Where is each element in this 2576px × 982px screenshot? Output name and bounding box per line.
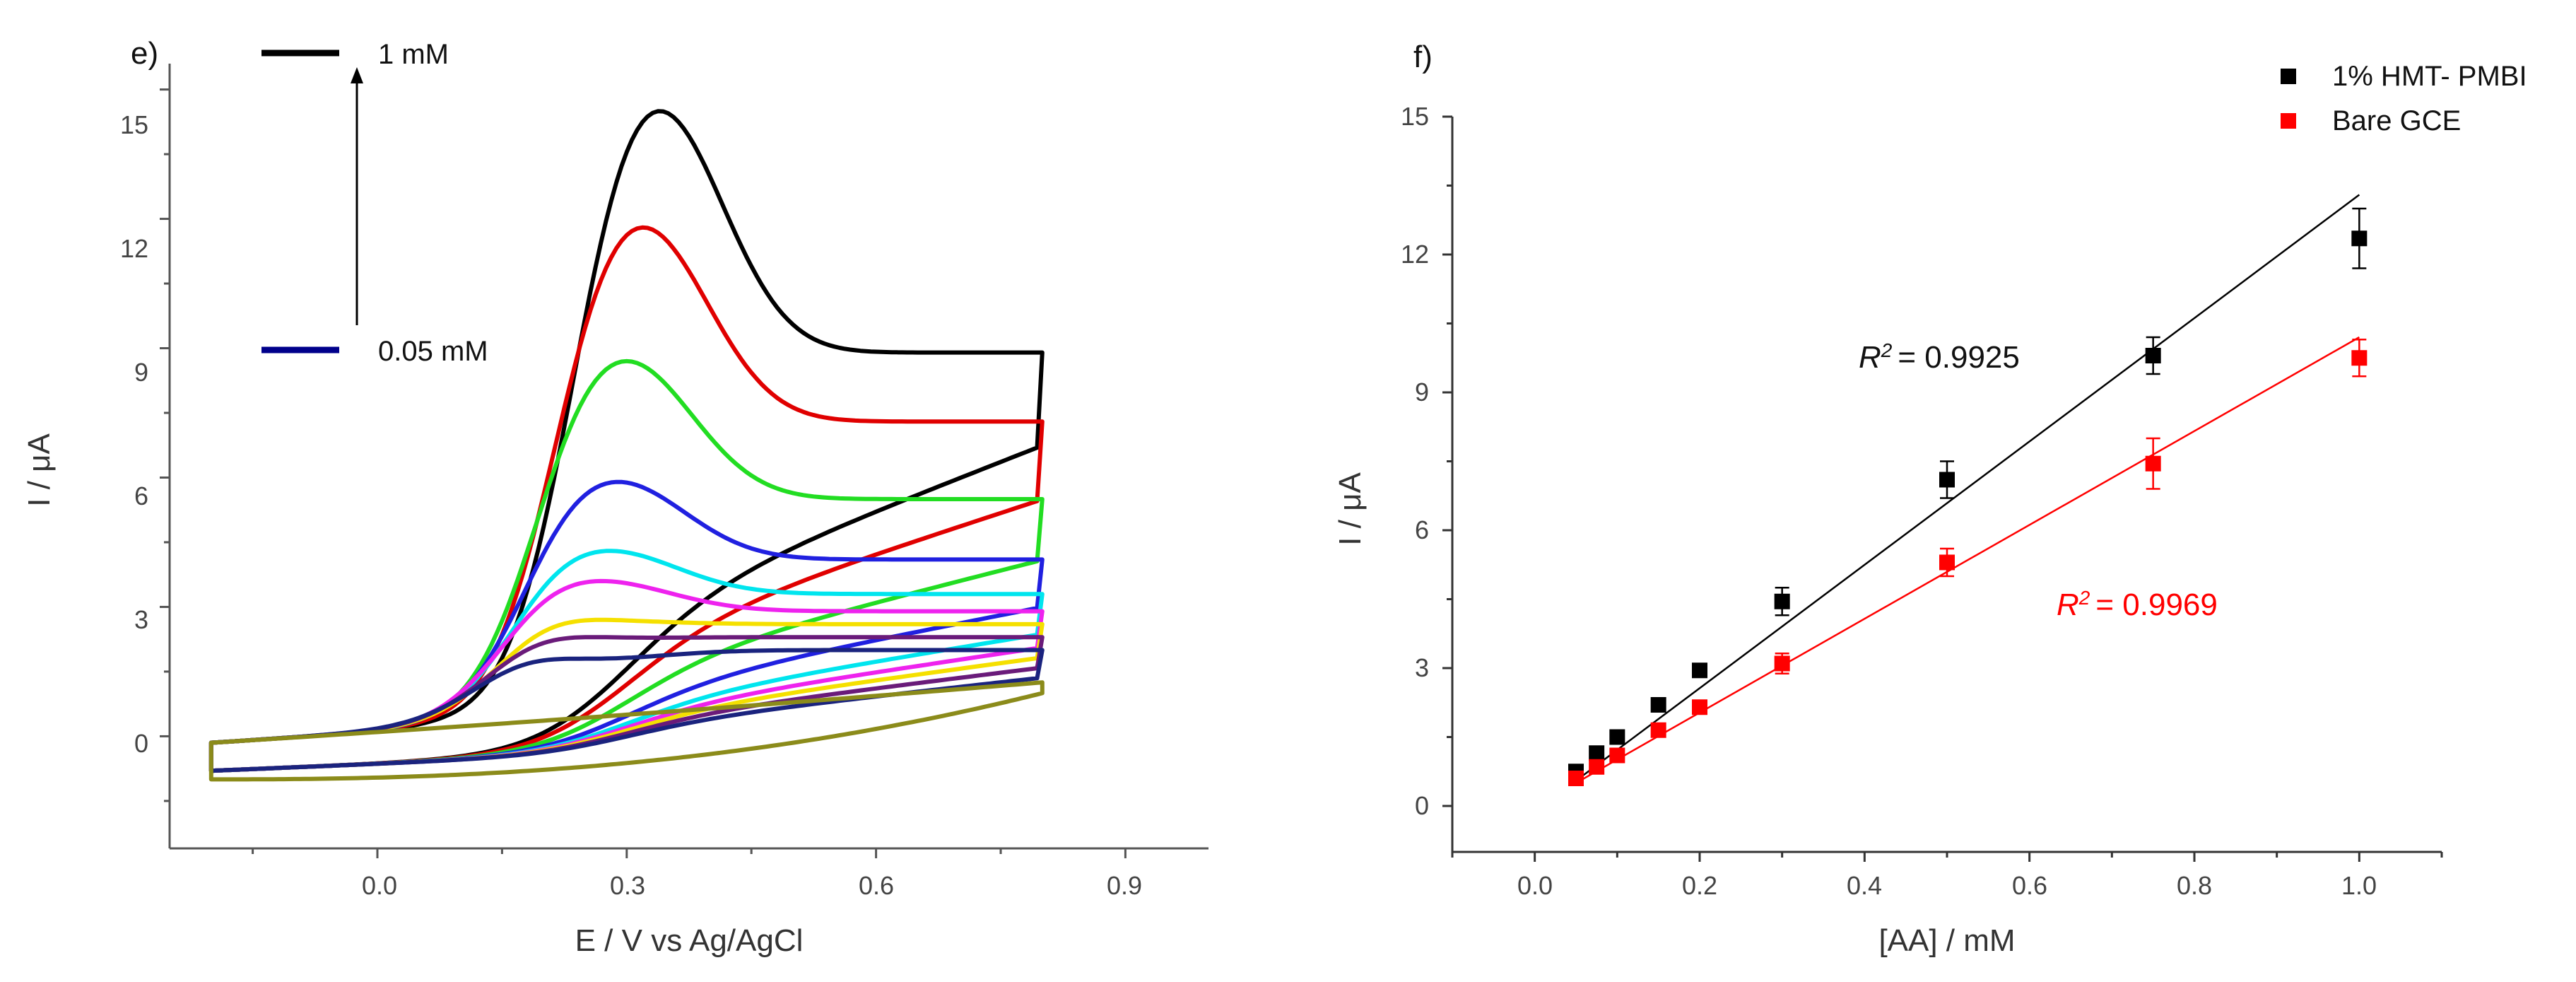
panel-f: f) 0.0 0.2 0.4 0.6 0.8 1.0 0 3 6 9 12 15… — [1333, 40, 2527, 958]
data-point — [1609, 747, 1625, 764]
data-point — [1589, 745, 1605, 761]
data-point — [2351, 350, 2368, 366]
data-point — [1939, 554, 1955, 571]
data-point — [2145, 348, 2161, 363]
legend-marker-hmt — [2281, 69, 2296, 84]
panel-f-xtick: 0.4 — [1847, 871, 1882, 900]
panel-f-ytick: 12 — [1401, 240, 1429, 269]
data-point — [2145, 455, 2161, 472]
legend-bottom-label: 0.05 mM — [378, 336, 488, 367]
panel-e-xtick: 0.6 — [859, 871, 894, 900]
data-point — [1774, 593, 1790, 609]
legend-top-label: 1 mM — [378, 39, 449, 70]
increase-arrow-head — [351, 67, 363, 83]
cv-curve — [208, 617, 1045, 773]
panel-e-curves — [208, 109, 1045, 782]
panel-f-xtick: 0.2 — [1682, 871, 1717, 900]
panel-f-ytick: 9 — [1415, 378, 1429, 407]
panel-e-ytick: 9 — [134, 358, 148, 387]
data-point — [1650, 697, 1666, 713]
panel-f-ticks — [1442, 115, 2443, 862]
cv-curve — [208, 648, 1045, 773]
fit-line — [1575, 336, 2360, 784]
panel-e-xtick: 0.3 — [610, 871, 645, 900]
panel-f-xlabel: [AA] / mM — [1878, 923, 2015, 958]
fit-line — [1575, 194, 2360, 782]
r2-sup: 2 — [1881, 339, 1893, 361]
panel-e-xtick: 0.0 — [362, 871, 397, 900]
r2-annotation-gce: R2 = 0.9969 — [2057, 587, 2218, 623]
panel-e-xtick: 0.9 — [1107, 871, 1142, 900]
r2-value-gce: = 0.9969 — [2095, 588, 2218, 622]
cv-curve — [208, 109, 1045, 773]
panel-e-ticks — [160, 88, 1127, 858]
data-point — [1774, 655, 1790, 672]
r2-symbol: R — [1859, 340, 1881, 375]
panel-f-xtick: 0.8 — [2177, 871, 2212, 900]
data-point — [1692, 662, 1707, 679]
legend-label-hmt: 1% HMT- PMBI — [2332, 61, 2527, 92]
panel-f-ytick: 15 — [1401, 102, 1429, 131]
panel-e-ytick: 12 — [120, 234, 148, 263]
r2-value-hmt: = 0.9925 — [1898, 340, 2020, 375]
panel-f-xtick: 0.6 — [2012, 871, 2047, 900]
panel-f-ytick: 3 — [1415, 653, 1429, 682]
data-point — [1939, 472, 1955, 488]
panel-f-xtick: 1.0 — [2341, 871, 2377, 900]
r2-symbol: R — [2057, 588, 2079, 622]
panel-f-ytick: 6 — [1415, 515, 1429, 544]
data-point — [1609, 729, 1625, 745]
data-point — [1589, 759, 1605, 775]
cv-curve — [208, 680, 1045, 782]
r2-annotation-hmt: R2 = 0.9925 — [1859, 339, 2020, 375]
panel-f-ytick: 0 — [1415, 791, 1429, 820]
panel-f-label: f) — [1413, 40, 1433, 74]
data-point — [1650, 722, 1666, 738]
panel-e-label: e) — [131, 36, 158, 71]
panel-e-ytick: 0 — [134, 729, 148, 758]
panel-e-ylabel: I / μA — [22, 433, 57, 507]
panel-f-fit-lines — [1575, 194, 2360, 784]
legend-label-gce: Bare GCE — [2332, 105, 2461, 136]
panel-e: e) 0.0 0.3 0.6 0.9 0 3 6 9 12 15 E / V v… — [22, 36, 1208, 958]
legend-marker-gce — [2281, 113, 2296, 129]
panel-e-ytick: 6 — [134, 481, 148, 510]
data-point — [1568, 771, 1584, 786]
data-point — [1692, 699, 1707, 715]
panel-f-ylabel: I / μA — [1333, 472, 1368, 546]
panel-f-points — [1568, 207, 2368, 786]
panel-e-ytick: 3 — [134, 605, 148, 634]
panel-e-ytick: 15 — [120, 110, 148, 139]
panel-f-xtick: 0.0 — [1517, 871, 1553, 900]
r2-sup: 2 — [2078, 587, 2090, 609]
panel-e-xlabel: E / V vs Ag/AgCl — [575, 923, 804, 958]
data-point — [2351, 230, 2368, 247]
